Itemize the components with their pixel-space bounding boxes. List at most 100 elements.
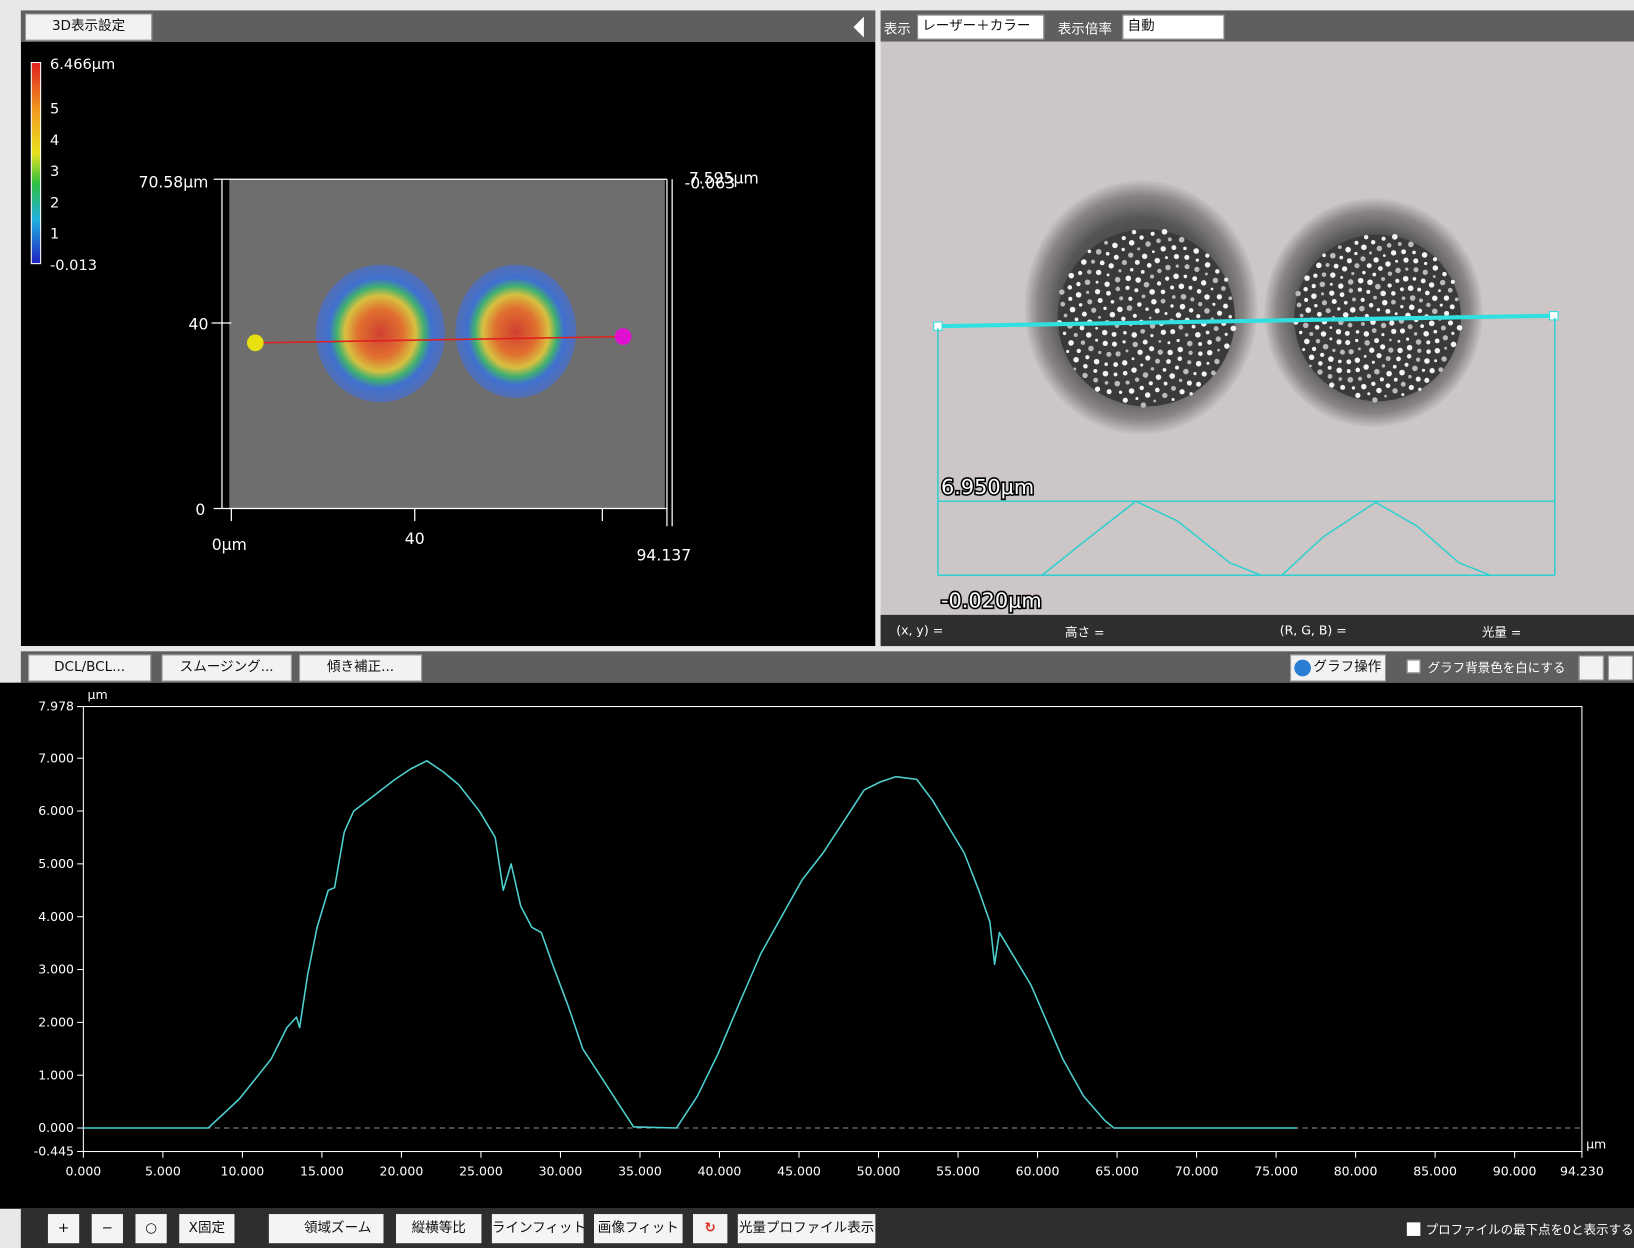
zoom-reset-button[interactable]: ○ [135,1214,167,1244]
speckle [1354,357,1361,363]
speckle [1339,349,1345,355]
speckle [1152,250,1155,254]
speckle [1134,259,1140,265]
speckle [1148,316,1152,320]
zoom-select[interactable]: 自動 [1122,14,1225,40]
speckle [1198,341,1203,346]
speckle [1123,330,1127,335]
button-3d-settings[interactable]: 3D表示設定 [25,13,153,41]
speckle [1376,387,1382,394]
speckle [1320,292,1325,296]
speckle [1330,272,1336,278]
speckle [1081,311,1087,317]
speckle [1095,280,1099,284]
refresh-button[interactable]: ↻ [692,1214,728,1244]
speckle [1073,356,1079,363]
speckle [1434,347,1441,354]
speckle [1113,362,1119,367]
speckle [1366,289,1371,294]
speckle [1111,331,1117,337]
speckle [1206,349,1213,356]
speckle [1206,361,1210,365]
colorbar-tick: 1 [50,226,59,243]
speckle [1321,300,1328,306]
speckle [1162,392,1168,399]
button-light-profile[interactable]: 光量プロファイル表示 [737,1214,876,1244]
display-mode-select[interactable]: レーザー＋カラー [917,14,1045,40]
speckle [1354,240,1359,245]
speckle [1339,292,1345,298]
button-aspect[interactable]: 縦横等比 [395,1214,482,1244]
speckle [1098,350,1102,355]
speckle [1155,374,1162,380]
speckle [1432,275,1436,279]
button-x-fix[interactable]: X固定 [179,1214,235,1244]
measure-line[interactable] [937,313,1553,329]
speckle [1121,316,1126,322]
speckle [1314,325,1320,330]
collapse-arrow[interactable] [853,16,864,38]
x-tick-label: 50.000 [857,1163,901,1178]
button-image-fit[interactable]: 画像フィット [593,1214,683,1244]
speckle [1346,369,1351,374]
speckle [1167,341,1171,345]
speckle [1191,324,1196,329]
speckle [1156,238,1161,244]
maximize-button[interactable] [1607,655,1633,681]
speckle [1382,254,1386,257]
speckle [1084,279,1091,286]
status-bar: (x, y) = 高さ = (R, G, B) = 光量 = [880,614,1634,647]
speckle [1210,370,1216,376]
button-graph-ops[interactable]: グラフ操作 [1290,654,1386,682]
surface-bump [315,264,445,403]
speckle [1402,275,1409,282]
speckle [1223,303,1229,309]
line-handle[interactable] [1549,311,1559,321]
button-line-fit[interactable]: ラインフィット [491,1214,586,1244]
button-smoothing[interactable]: スムージング... [161,654,292,682]
speckle [1073,367,1077,371]
checkbox[interactable] [1406,1222,1421,1236]
speckle [1079,325,1085,331]
speckle [1066,349,1070,354]
zoom-out-button[interactable]: − [91,1214,123,1244]
speckle [1184,254,1190,260]
speckle [1344,330,1350,336]
speckle [1381,332,1385,337]
speckle [1167,237,1172,242]
graph-toolbar: DCL/BCL... スムージング... 傾き補正... グラフ操作 グラフ背景… [20,651,1634,683]
speckle [1171,245,1177,251]
collapse-button[interactable] [849,15,870,40]
speckle [1228,315,1232,319]
speckle [1347,322,1353,328]
speckle [1178,283,1185,290]
speckle [1194,266,1200,273]
speckle [1369,347,1375,353]
speckle [1128,240,1135,246]
button-dcl[interactable]: DCL/BCL... [28,654,152,682]
speckle [1179,389,1185,395]
speckle [1355,330,1360,334]
speckle [1162,367,1167,372]
speckle [1450,279,1455,284]
speckle [1388,338,1392,342]
minimize-button[interactable] [1578,655,1604,681]
zoom-in-button[interactable]: + [47,1214,80,1244]
axis-label: 40 [405,529,425,548]
speckle [1158,340,1162,343]
button-area-zoom[interactable]: 領域ズーム [268,1214,384,1244]
speckle [1177,356,1183,361]
speckle [1205,253,1210,258]
speckle [1332,348,1336,353]
button-tilt[interactable]: 傾き補正... [299,654,423,682]
speckle [1340,275,1344,279]
speckle [1327,374,1333,379]
speckle [1095,249,1102,255]
color-bar [30,62,42,265]
speckle [1406,337,1410,341]
speckle [1380,290,1386,297]
checkbox[interactable] [1406,659,1421,674]
speckle [1329,252,1336,259]
speckle [1372,397,1378,403]
